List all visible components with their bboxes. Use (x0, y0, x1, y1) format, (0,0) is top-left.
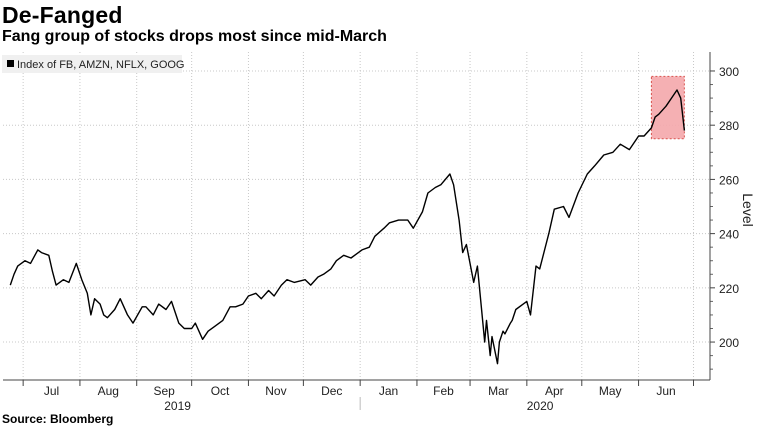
y-tick-label: 220 (719, 282, 739, 296)
axis-layer: 200 220 240 260 280 300 Jul Aug Sep Oct Nov Dec Jan F… (3, 52, 739, 413)
x-tick-label: Sep (154, 384, 176, 398)
y-tick-label: 200 (719, 336, 739, 350)
legend-swatch (7, 60, 14, 67)
legend-background (2, 55, 182, 73)
x-tick-label: Jun (656, 384, 675, 398)
series-line (9, 89, 686, 365)
source-note: Source: Bloomberg (2, 412, 114, 426)
highlight-layer (650, 75, 685, 140)
chart-subtitle: Fang group of stocks drops most since mi… (2, 28, 387, 45)
y-tick-label: 240 (719, 228, 739, 242)
x-tick-label: Apr (545, 384, 564, 398)
x-tick-label: Jan (379, 384, 398, 398)
year-label-2019: 2019 (164, 399, 191, 413)
year-label-2020: 2020 (527, 399, 554, 413)
y-tick-label: 300 (719, 65, 739, 79)
y-axis-label: Level (740, 193, 756, 226)
legend-label: Index of FB, AMZN, NFLX, GOOG (17, 59, 185, 71)
series-layer (9, 89, 686, 365)
grid-layer (3, 52, 710, 380)
highlight-region (650, 75, 685, 140)
x-tick-label: Oct (211, 384, 230, 398)
x-tick-label: Aug (98, 384, 119, 398)
x-tick-label: May (599, 384, 622, 398)
x-tick-label: Dec (321, 384, 342, 398)
chart-title: De-Fanged (2, 2, 123, 28)
x-tick-label: Feb (433, 384, 454, 398)
legend: Index of FB, AMZN, NFLX, GOOG (2, 55, 185, 73)
x-tick-label: Jul (44, 384, 59, 398)
y-tick-label: 280 (719, 119, 739, 133)
x-tick-label: Nov (265, 384, 286, 398)
x-tick-label: Mar (488, 384, 509, 398)
y-tick-label: 260 (719, 173, 739, 187)
